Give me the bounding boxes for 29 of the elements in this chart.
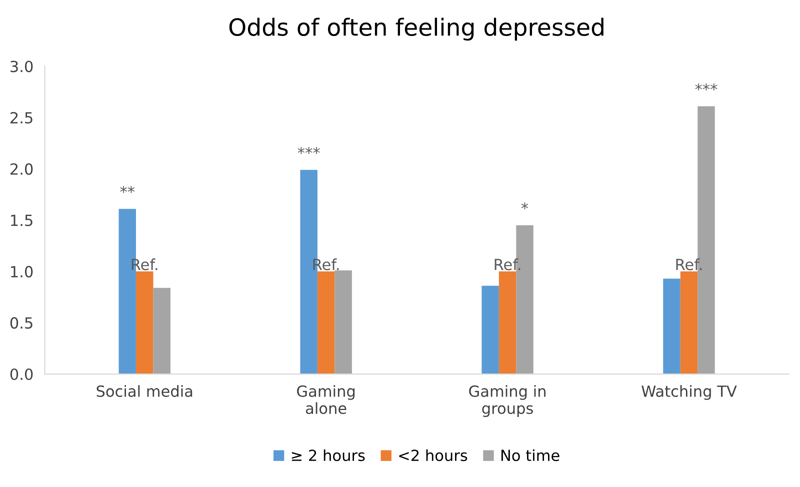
bar (663, 278, 680, 374)
y-tick-label: 0.0 (10, 368, 33, 380)
chart-title: Odds of often feeling depressed (229, 18, 604, 41)
bar (136, 271, 154, 374)
y-tick-label: 2.0 (10, 163, 33, 175)
bar (482, 286, 499, 374)
y-tick-label: 1.0 (11, 266, 33, 278)
legend-label: <2 hours (399, 449, 468, 462)
legend-label: ≥ 2 hours (292, 449, 365, 462)
annotation: * (521, 202, 528, 210)
bar (334, 270, 352, 374)
x-tick-label: Watching TV (642, 385, 737, 400)
annotation: Ref. (494, 258, 520, 270)
bar (498, 271, 516, 374)
y-tick-label: 3.0 (10, 60, 33, 72)
bar (680, 271, 698, 374)
y-tick-label: 1.5 (11, 214, 32, 226)
x-tick-label: Gaming in groups (469, 385, 546, 418)
annotation: *** (298, 147, 320, 154)
annotation: ** (120, 186, 135, 193)
x-tick-label: Social media (96, 385, 192, 397)
annotation: Ref. (676, 258, 702, 270)
y-tick-label: 0.5 (10, 317, 32, 329)
y-tick-label: 2.5 (10, 112, 32, 124)
bar (153, 288, 170, 374)
bar (317, 271, 335, 374)
annotation: *** (695, 83, 718, 90)
x-tick-label: Gaming alone (297, 385, 355, 414)
legend-label: No time (501, 449, 560, 462)
